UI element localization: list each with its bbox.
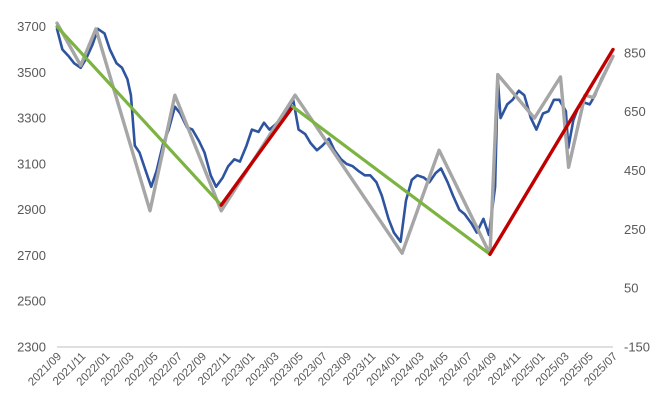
y-right-tick-label: 850 — [624, 45, 646, 60]
y-left-tick-label: 2300 — [17, 340, 46, 355]
y-left-tick-label: 3300 — [17, 111, 46, 126]
series-line-0 — [55, 27, 615, 243]
y-left-tick-label: 2500 — [17, 294, 46, 309]
y-left-tick-label: 3500 — [17, 65, 46, 80]
y-right-tick-label: 450 — [624, 163, 646, 178]
series-line-3 — [219, 105, 295, 207]
plot-layer — [55, 21, 615, 256]
series-line-1 — [55, 21, 615, 256]
y-right-tick-label: -150 — [624, 340, 650, 355]
y-left-tick-label: 3100 — [17, 156, 46, 171]
series-line-4 — [291, 105, 492, 256]
y-left-tick-label: 2900 — [17, 202, 46, 217]
y-right-tick-label: 50 — [624, 281, 638, 296]
y-left-tick-label: 2700 — [17, 248, 46, 263]
y-right-tick-label: 650 — [624, 104, 646, 119]
y-left-tick-label: 3700 — [17, 19, 46, 34]
series-line-5 — [488, 47, 615, 256]
series-line-2 — [55, 25, 223, 207]
tick-labels-layer: 2300 2500 2700 2900 3100 3300 3500 3700 -150 50 25… — [17, 19, 650, 388]
y-right-tick-label: 250 — [624, 222, 646, 237]
